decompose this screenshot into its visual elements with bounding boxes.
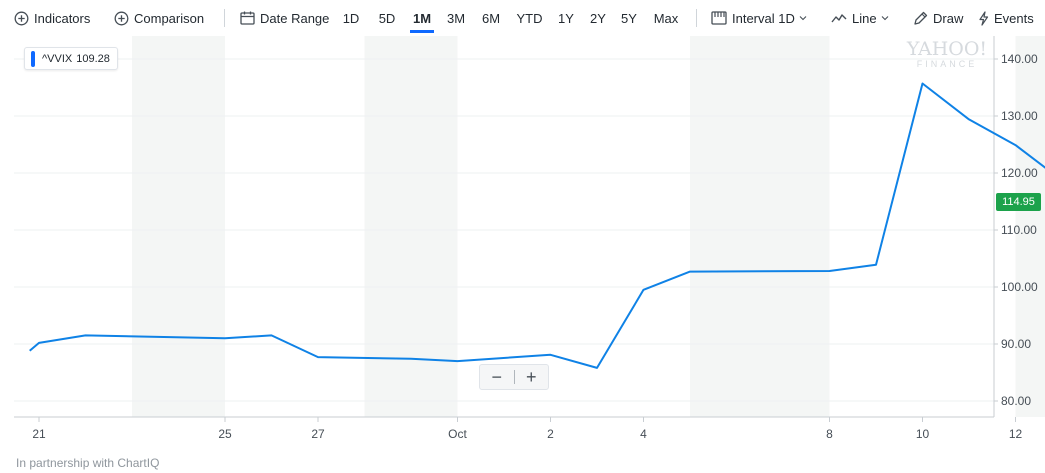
x-tick-label: 21 <box>32 427 46 441</box>
x-tick-label: Oct <box>448 427 467 441</box>
events-label: Events <box>994 10 1034 26</box>
partnership-note: In partnership with ChartIQ <box>16 456 160 470</box>
chart-type-label: Line <box>852 10 877 26</box>
plus-circle-icon <box>14 11 29 26</box>
zoom-in-button[interactable]: + <box>525 366 537 387</box>
range-button-1d[interactable]: 1D <box>342 10 360 26</box>
weekend-band <box>132 36 225 417</box>
plus-circle-icon <box>114 11 129 26</box>
draw-button[interactable]: Draw <box>913 0 963 36</box>
y-tick-label: 110.00 <box>1001 223 1037 237</box>
y-tick-label: 80.00 <box>1001 394 1031 408</box>
interval-icon <box>711 11 727 25</box>
x-tick-label: 12 <box>1009 427 1023 441</box>
weekend-band <box>364 36 458 417</box>
watermark-line-1: YAHOO! <box>906 38 988 60</box>
data-point <box>875 264 877 266</box>
data-point <box>271 334 273 336</box>
interval-label: Interval 1D <box>732 10 795 26</box>
range-button-3m[interactable]: 3M <box>446 10 466 26</box>
calendar-icon <box>240 11 255 25</box>
zoom-divider <box>513 370 515 384</box>
x-tick-label: 8 <box>826 427 833 441</box>
grid-lines <box>14 58 994 402</box>
x-tick-label: 2 <box>547 427 554 441</box>
data-point <box>550 354 552 356</box>
series-color-swatch <box>31 50 35 67</box>
range-button-1y[interactable]: 1Y <box>558 10 574 26</box>
y-tick-label: 90.00 <box>1001 337 1031 351</box>
series-line <box>29 82 1045 369</box>
watermark-line-2: FINANCE <box>916 59 978 69</box>
data-point <box>317 356 319 358</box>
x-axis: 212527Oct24810121618 <box>14 416 1023 441</box>
range-button-5y[interactable]: 5Y <box>621 10 637 26</box>
data-point <box>38 342 40 344</box>
chevron-down-icon <box>799 15 807 21</box>
y-tick-label: 130.00 <box>1001 109 1038 123</box>
y-tick-label: 140.00 <box>1001 52 1038 66</box>
data-point <box>85 334 87 336</box>
data-point <box>410 358 412 360</box>
toolbar-divider <box>224 9 225 27</box>
interval-dropdown[interactable]: Interval 1D <box>711 0 807 36</box>
weekend-bands <box>132 36 1045 417</box>
series-legend[interactable]: ^VVIX 109.28 <box>24 47 118 70</box>
x-tick-label: 25 <box>218 427 232 441</box>
range-button-1m[interactable]: 1M <box>410 0 434 36</box>
events-button[interactable]: Events <box>978 0 1034 36</box>
zoom-controls: − + <box>479 364 549 390</box>
data-point <box>829 270 831 272</box>
range-button-6m[interactable]: 6M <box>481 10 501 26</box>
y-tick-label: 120.00 <box>1001 166 1038 180</box>
comparison-button[interactable]: Comparison <box>114 0 204 36</box>
range-button-max[interactable]: Max <box>653 10 679 26</box>
y-axis: 80.00 90.00 100.00 110.00 120.00 130.00 140.00 <box>993 36 1038 417</box>
date-range-button[interactable]: Date Range <box>240 0 329 36</box>
range-button-5d[interactable]: 5D <box>378 10 396 26</box>
range-button-ytd[interactable]: YTD <box>516 10 543 26</box>
data-point <box>224 337 226 339</box>
data-point <box>1015 144 1017 146</box>
indicators-label: Indicators <box>34 10 91 26</box>
data-point <box>689 271 691 273</box>
chevron-down-icon <box>881 15 889 21</box>
weekend-band <box>1015 36 1045 417</box>
line-chart-icon <box>831 12 847 24</box>
series-layer <box>29 82 1045 369</box>
data-point <box>643 289 645 291</box>
x-tick-label: 4 <box>640 427 647 441</box>
x-tick-label: 10 <box>916 427 930 441</box>
chart-type-dropdown[interactable]: Line <box>831 0 889 36</box>
chart-toolbar: Indicators Comparison Date Range 1D 5D 1M 3… <box>0 0 1045 36</box>
current-price-tag: 114.95 <box>996 193 1041 211</box>
chart-area[interactable]: 80.00 90.00 100.00 110.00 120.00 130.00 140.00… <box>0 36 1045 473</box>
data-point <box>596 367 598 369</box>
data-point <box>457 360 459 362</box>
zoom-out-button[interactable]: − <box>491 366 502 387</box>
weekend-band <box>690 36 830 417</box>
toolbar-divider <box>696 9 697 27</box>
yahoo-finance-watermark: YAHOO! FINANCE <box>906 40 988 69</box>
x-tick-label: 27 <box>311 427 325 441</box>
indicators-button[interactable]: Indicators <box>14 0 90 36</box>
price-chart: 80.00 90.00 100.00 110.00 120.00 130.00 140.00… <box>14 36 1045 441</box>
data-point <box>29 350 31 352</box>
data-point <box>968 118 970 120</box>
legend-value: 109.28 <box>76 52 110 65</box>
y-tick-label: 100.00 <box>1001 280 1038 294</box>
legend-symbol: ^VVIX <box>42 52 73 65</box>
data-point <box>922 83 924 85</box>
date-range-label: Date Range <box>260 10 330 26</box>
comparison-label: Comparison <box>134 10 205 26</box>
pencil-icon <box>913 11 928 26</box>
lightning-icon <box>978 10 989 26</box>
draw-label: Draw <box>933 10 964 26</box>
range-button-2y[interactable]: 2Y <box>590 10 606 26</box>
